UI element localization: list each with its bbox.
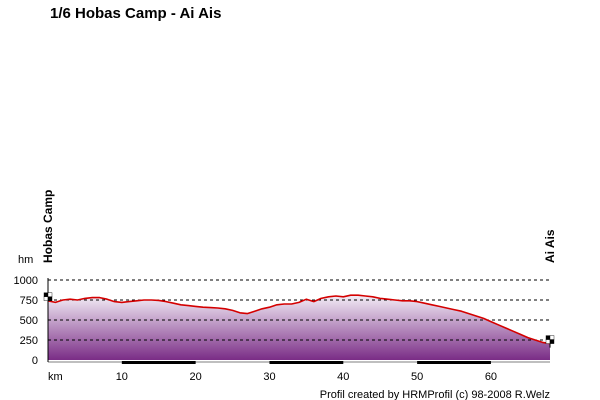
flag-square	[47, 296, 53, 301]
label-layer: Hobas Camp Ai Ais	[41, 190, 557, 348]
flag-square	[47, 292, 53, 297]
area-layer	[48, 295, 550, 360]
y-axis-unit-label: hm	[18, 254, 33, 266]
y-tick-label-1000: 1000	[14, 275, 38, 287]
flag-square	[549, 339, 555, 344]
x-tick-label-30: 30	[263, 371, 275, 383]
y-tick-label-250: 250	[20, 335, 38, 347]
flag-square	[549, 335, 555, 340]
chart-title: 1/6 Hobas Camp - Ai Ais	[50, 5, 222, 22]
x-tick-label-60: 60	[485, 371, 497, 383]
y-tick-label-0: 0	[32, 355, 38, 367]
waypoint-label-0: Hobas Camp	[41, 190, 55, 263]
axis-layer: 0 250 500 750 1000 10 20 30 40 50 60	[14, 275, 550, 383]
x-axis-band-30	[269, 361, 344, 364]
waypoint-flag-icon-1	[545, 335, 555, 344]
flag-square	[545, 335, 551, 340]
x-axis-band-50	[417, 361, 491, 364]
y-tick-label-750: 750	[20, 295, 38, 307]
y-tick-label-500: 500	[20, 315, 38, 327]
elevation-area	[48, 295, 550, 360]
x-tick-label-50: 50	[411, 371, 423, 383]
waypoint-flag-icon-0	[43, 292, 53, 301]
x-axis-unit-label: km	[48, 371, 63, 383]
x-tick-label-40: 40	[337, 371, 349, 383]
x-axis-band-10	[121, 361, 196, 364]
flag-square	[43, 296, 49, 301]
flag-square	[43, 292, 49, 297]
flag-square	[545, 339, 551, 344]
x-tick-label-10: 10	[116, 371, 128, 383]
line-layer	[47, 294, 551, 345]
waypoint-label-1: Ai Ais	[543, 229, 557, 263]
elevation-line	[47, 294, 551, 345]
x-tick-label-20: 20	[190, 371, 202, 383]
credit-text: Profil created by HRMProfil (c) 98-2008 …	[320, 389, 550, 400]
